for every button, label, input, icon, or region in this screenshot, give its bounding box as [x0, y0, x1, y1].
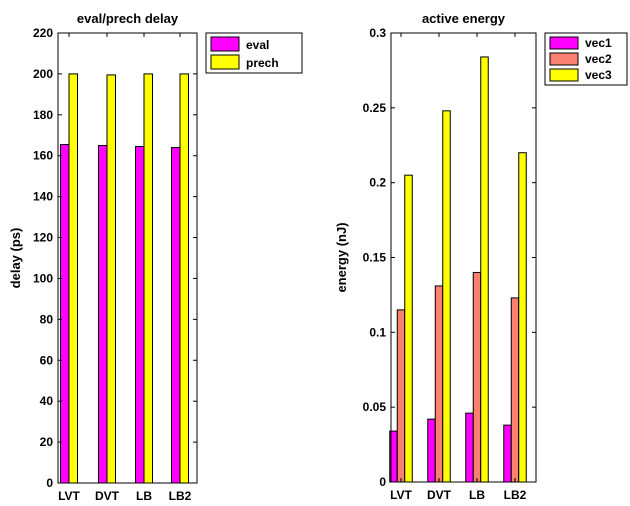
legend: vec1 vec2 vec3: [544, 32, 628, 86]
axes-frame: [57, 32, 198, 484]
x-tick-label-dvt: DVT: [427, 488, 452, 502]
y-tick-label: 0.05: [363, 400, 387, 414]
bar-vec2-lvt: [396, 309, 406, 483]
x-tick-label-lvt: LVT: [58, 489, 80, 503]
bar-prech-lb: [143, 73, 153, 484]
bar-vec2-lb2: [510, 297, 520, 483]
y-axis-label: delay (ps): [8, 228, 23, 289]
x-tick-label-lb: LB: [469, 488, 485, 502]
x-tick-label-dvt: DVT: [95, 489, 120, 503]
y-tick-label: 160: [33, 149, 53, 163]
legend-swatch-eval: [210, 36, 240, 52]
y-tick-label: 0.2: [369, 176, 386, 190]
legend-label-vec1: vec1: [585, 36, 612, 50]
y-tick-label: 200: [33, 67, 53, 81]
bar-vec3-lvt: [404, 174, 413, 483]
chart-2: 0 0.05 0.1 0.15 0.2 0.25 0.3 LVT DVT LB LB2 active …: [334, 11, 628, 502]
bar-vec3-dvt: [442, 110, 451, 483]
x-tick-label-lb: LB: [136, 489, 152, 503]
bar-prech-lvt: [68, 73, 78, 484]
y-tick-label: 180: [33, 108, 53, 122]
bar-eval-lvt: [60, 143, 70, 484]
y-tick-label: 100: [33, 271, 53, 285]
y-axis-label: energy (nJ): [334, 222, 349, 292]
legend-swatch-vec3: [549, 68, 579, 82]
y-tick-label: 60: [40, 353, 54, 367]
bar-vec1-lb: [465, 412, 474, 483]
y-tick-label: 220: [33, 26, 53, 40]
bar-prech-lb2: [179, 73, 189, 484]
y-tick-label: 0: [379, 475, 386, 489]
y-tick-label: 120: [33, 231, 53, 245]
bar-eval-dvt: [98, 145, 108, 484]
x-tick-label-lb2: LB2: [504, 488, 527, 502]
chart-1: 0 20 40 60 80 100 120 140 160 180 200 220 LVT DVT LB LB…: [8, 11, 303, 503]
legend-swatch-vec2: [549, 52, 579, 66]
legend-label-vec2: vec2: [585, 52, 612, 66]
legend: eval prech: [205, 32, 303, 74]
bar-eval-lb2: [171, 147, 181, 484]
bar-vec1-dvt: [427, 418, 436, 483]
x-tick-label-lvt: LVT: [390, 488, 412, 502]
y-tick-label: 140: [33, 190, 53, 204]
y-tick-label: 0.1: [369, 325, 386, 339]
bar-vec3-lb2: [518, 152, 527, 483]
y-tick-label: 0: [46, 476, 53, 490]
bar-vec3-lb: [480, 56, 489, 483]
y-tick-label: 0.25: [363, 101, 387, 115]
chart-title: active energy: [422, 11, 506, 26]
bar-vec2-dvt: [434, 285, 444, 483]
bar-eval-lb: [135, 146, 145, 484]
bar-vec2-lb: [472, 271, 482, 483]
chart-title: eval/prech delay: [77, 11, 179, 26]
legend-label-vec3: vec3: [585, 68, 612, 82]
legend-swatch-prech: [210, 54, 240, 70]
bar-vec1-lb2: [503, 424, 512, 483]
y-tick-label: 0.3: [369, 26, 386, 40]
x-tick-label-lb2: LB2: [169, 489, 192, 503]
legend-label-prech: prech: [246, 56, 279, 70]
y-tick-label: 40: [40, 394, 54, 408]
y-tick-label: 80: [40, 312, 54, 326]
legend-swatch-vec1: [549, 36, 579, 50]
legend-label-eval: eval: [246, 38, 269, 52]
y-tick-label: 20: [40, 435, 54, 449]
y-tick-label: 0.15: [363, 251, 387, 265]
bar-prech-dvt: [106, 74, 116, 484]
